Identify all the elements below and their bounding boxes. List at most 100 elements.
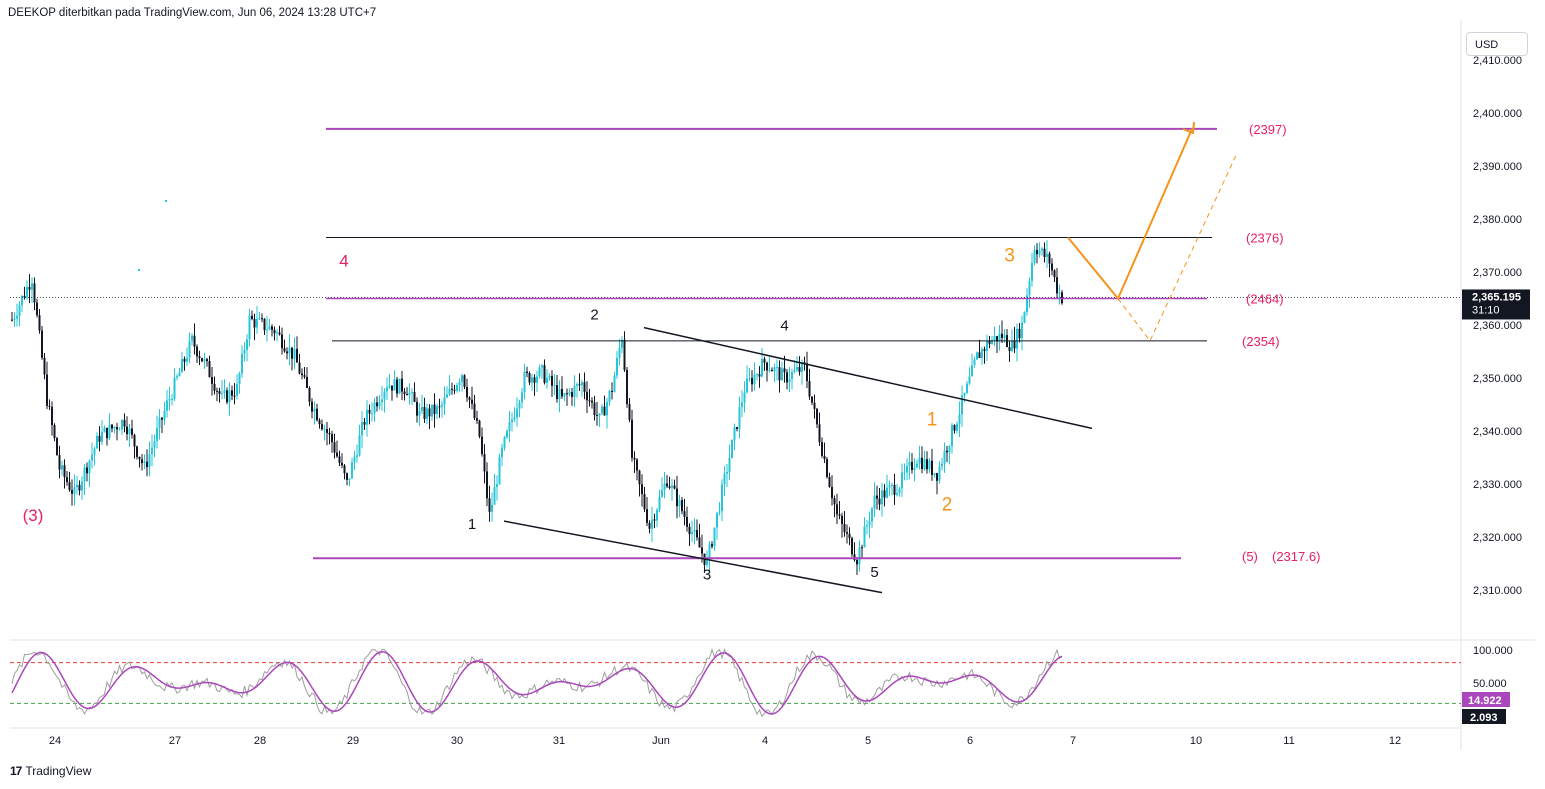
candle xyxy=(353,450,356,470)
candle-body xyxy=(516,408,518,418)
candle xyxy=(793,360,796,374)
candle xyxy=(821,437,823,458)
candle xyxy=(133,433,136,459)
candle-body xyxy=(63,465,66,478)
time-tick-label: 27 xyxy=(169,735,181,747)
candle-body xyxy=(383,391,386,400)
candle-body xyxy=(36,302,38,316)
candle-body xyxy=(953,425,956,431)
candle xyxy=(881,482,883,517)
candle-body xyxy=(316,408,318,421)
candle xyxy=(1006,329,1008,348)
currency-button[interactable]: USD xyxy=(1466,32,1528,56)
candle xyxy=(86,462,88,482)
candle-body xyxy=(881,490,883,505)
candle xyxy=(73,474,76,506)
candle xyxy=(456,382,458,393)
candle xyxy=(923,451,926,471)
candle-body xyxy=(1036,249,1038,255)
candle xyxy=(1008,341,1011,362)
candle xyxy=(161,416,163,433)
candle xyxy=(113,426,116,434)
candle xyxy=(166,389,168,418)
level-label: (2464) xyxy=(1246,292,1284,307)
candle xyxy=(168,386,171,411)
candle-body xyxy=(998,333,1001,342)
candle xyxy=(1046,240,1048,269)
candle xyxy=(336,440,338,458)
candle-body xyxy=(1008,347,1011,352)
candle-body xyxy=(993,336,996,341)
candle-body xyxy=(448,388,451,395)
candle-body xyxy=(686,516,688,527)
time-tick-label: 6 xyxy=(967,735,973,747)
candle xyxy=(528,371,531,385)
candle xyxy=(921,446,923,474)
candle-body xyxy=(203,359,206,362)
candle-body xyxy=(928,460,931,470)
price-tick-label: 2,380.000 xyxy=(1473,214,1522,226)
candle xyxy=(243,342,246,362)
candle-body xyxy=(163,410,166,420)
candle xyxy=(373,397,376,422)
price-tick-label: 2,360.000 xyxy=(1473,320,1522,332)
candle xyxy=(1048,251,1051,278)
stoch-d-line xyxy=(11,650,1063,715)
candle xyxy=(423,397,426,424)
candle xyxy=(128,423,131,447)
candle-body xyxy=(18,305,21,316)
candle xyxy=(231,385,233,401)
candle xyxy=(98,426,101,452)
candle-body xyxy=(423,406,426,419)
candle xyxy=(321,419,323,431)
candle-body xyxy=(606,401,608,416)
candle xyxy=(296,336,298,363)
candle-body xyxy=(213,383,216,391)
candle-body xyxy=(843,524,846,533)
candle xyxy=(16,303,18,327)
candle-body xyxy=(426,408,428,419)
candle xyxy=(278,325,281,336)
candle xyxy=(376,396,378,412)
candle xyxy=(303,366,306,379)
candle xyxy=(806,351,808,389)
candle xyxy=(141,454,143,471)
candle-body xyxy=(611,390,613,392)
candle-body xyxy=(563,393,566,397)
candle xyxy=(888,480,891,497)
candle xyxy=(738,396,741,439)
candle-body xyxy=(308,387,311,402)
candle-body xyxy=(453,389,456,391)
price-tick-label: 2,320.000 xyxy=(1473,532,1522,544)
candle-body xyxy=(303,375,306,377)
candle-body xyxy=(181,359,183,373)
candle xyxy=(28,273,31,304)
candle-body xyxy=(318,420,321,425)
candle xyxy=(241,345,243,379)
candle-body xyxy=(726,472,728,474)
candle-body xyxy=(56,438,58,456)
candle xyxy=(736,426,738,432)
candle-body xyxy=(368,409,371,414)
candle xyxy=(661,477,663,498)
candle xyxy=(741,390,743,418)
candle-body xyxy=(796,367,798,371)
candle xyxy=(201,357,203,363)
candle xyxy=(331,430,333,453)
candle-body xyxy=(913,467,916,471)
tradingview-logo-icon: 17 xyxy=(10,764,22,778)
candle-body xyxy=(706,559,708,565)
time-tick-label: 7 xyxy=(1070,735,1076,747)
candle-body xyxy=(463,375,466,387)
wave-label: 2 xyxy=(590,307,598,324)
candle xyxy=(761,347,763,378)
wave-label: 3 xyxy=(1004,245,1015,266)
candle xyxy=(188,332,191,364)
candle-body xyxy=(596,415,598,417)
candle xyxy=(1023,311,1026,324)
wave-label: 3 xyxy=(703,566,711,583)
candle-body xyxy=(536,376,538,383)
candle-body xyxy=(661,490,663,497)
candle xyxy=(693,518,696,545)
